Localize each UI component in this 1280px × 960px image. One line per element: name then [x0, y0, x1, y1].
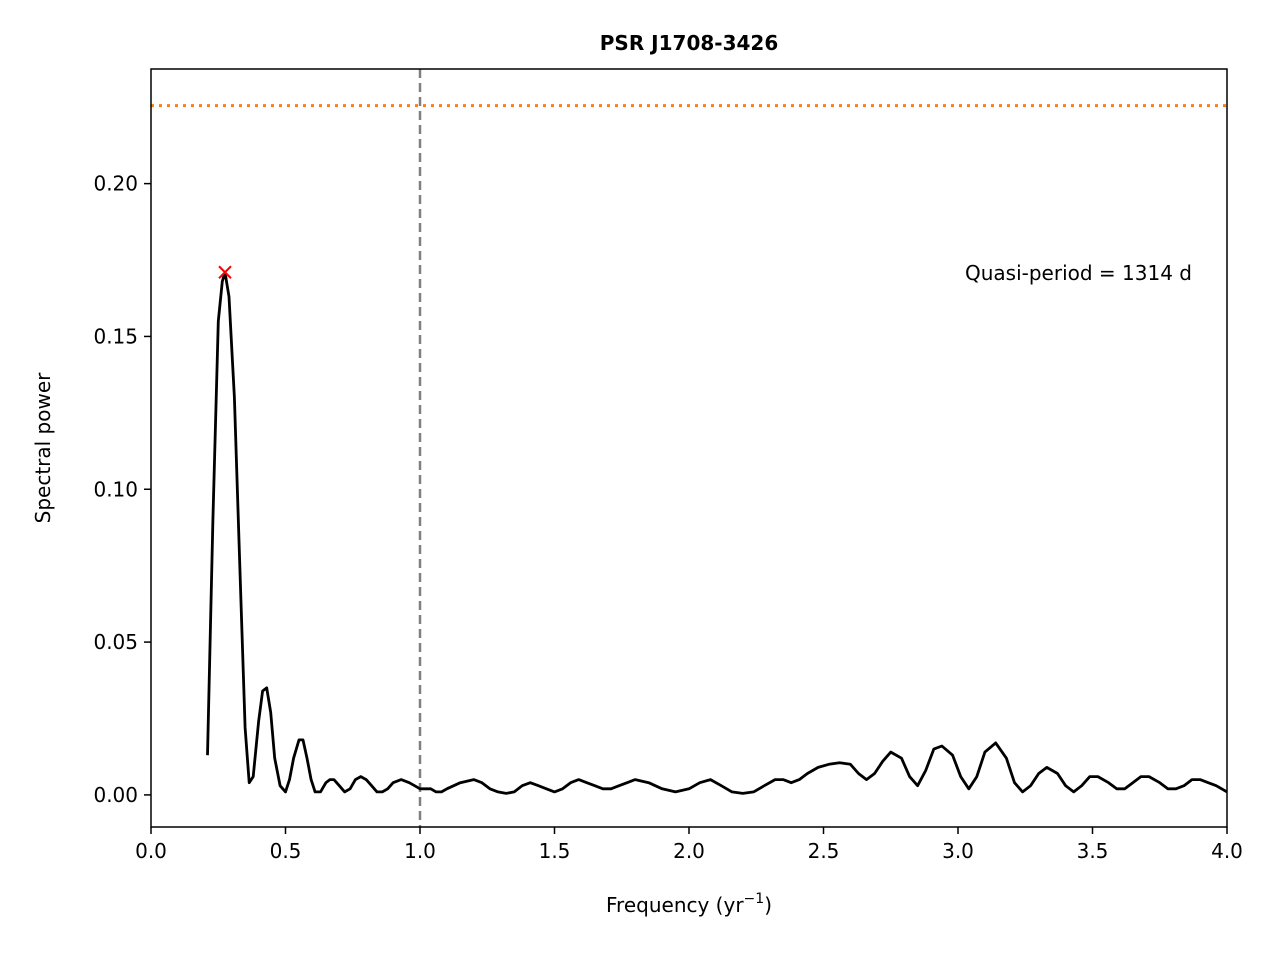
x-tick-label: 0.5: [270, 839, 302, 863]
x-axis-label-base: Frequency (yr: [606, 893, 744, 917]
y-tick-label: 0.15: [93, 324, 138, 348]
x-tick-label: 1.5: [539, 839, 571, 863]
x-tick-label: 2.5: [808, 839, 840, 863]
x-axis-label-exponent: −1: [744, 891, 765, 907]
y-axis-label: Spectral power: [31, 372, 55, 524]
x-axis: 0.0 0.5 1.0 1.5 2.0 2.5 3.0 3.5 4.0: [135, 827, 1243, 863]
x-tick-label: 4.0: [1211, 839, 1243, 863]
x-axis-label-close: ): [764, 893, 772, 917]
peak-marker: [218, 265, 232, 279]
y-tick-label: 0.00: [93, 783, 138, 807]
plot-area: [151, 69, 1227, 827]
y-tick-label: 0.10: [93, 477, 138, 501]
y-tick-label: 0.20: [93, 172, 138, 196]
quasi-period-annotation: Quasi-period = 1314 d: [965, 261, 1192, 285]
x-tick-label: 2.0: [673, 839, 705, 863]
y-tick-label: 0.05: [93, 630, 138, 654]
x-tick-label: 3.5: [1077, 839, 1109, 863]
spectral-power-series: [206, 270, 1227, 795]
x-tick-label: 3.0: [942, 839, 974, 863]
x-tick-label: 0.0: [135, 839, 167, 863]
x-axis-label: Frequency (yr−1): [606, 891, 772, 917]
chart-title: PSR J1708-3426: [600, 31, 779, 55]
y-axis: 0.00 0.05 0.10 0.15 0.20: [93, 172, 151, 807]
x-tick-label: 1.0: [404, 839, 436, 863]
